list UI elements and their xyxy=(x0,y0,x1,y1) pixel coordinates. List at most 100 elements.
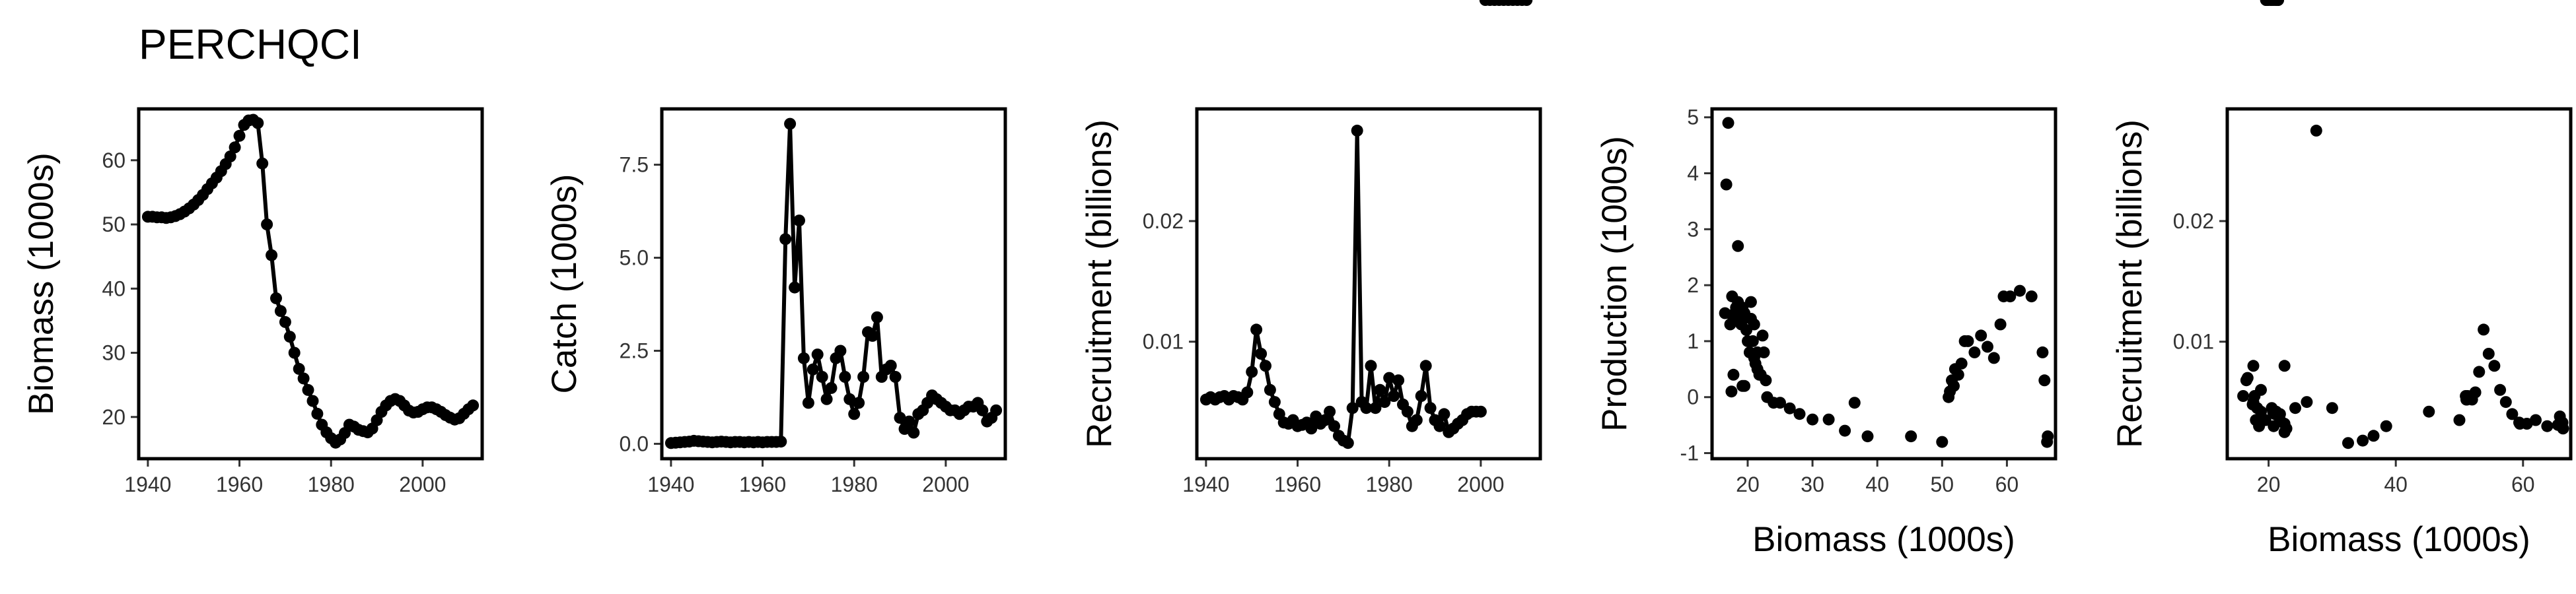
data-point xyxy=(1736,380,1749,392)
data-point xyxy=(775,436,787,448)
data-point xyxy=(2554,411,2566,422)
data-point xyxy=(306,395,319,407)
x-tick-label: 1980 xyxy=(831,473,878,496)
data-point xyxy=(1839,424,1851,437)
data-point xyxy=(1360,402,1373,414)
data-point xyxy=(2357,434,2369,447)
data-point xyxy=(820,393,833,405)
data-point xyxy=(1255,348,1268,360)
y-axis-title: Biomass (1000s) xyxy=(22,152,61,415)
data-point xyxy=(467,399,480,412)
data-point xyxy=(793,214,805,227)
data-point xyxy=(2380,420,2392,432)
y-tick-label: 60 xyxy=(102,148,125,172)
y-tick-label: 4 xyxy=(1687,162,1699,185)
x-tick-label: 1940 xyxy=(124,473,171,496)
y-tick-label: 0.02 xyxy=(2173,209,2214,233)
data-point xyxy=(1968,346,1981,358)
data-point xyxy=(802,397,814,409)
data-point xyxy=(274,305,287,317)
data-point xyxy=(2278,360,2291,372)
data-point xyxy=(1822,413,1835,426)
y-axis-title: Catch (1000s) xyxy=(545,174,584,394)
data-point xyxy=(816,371,828,383)
data-point xyxy=(2342,437,2354,449)
data-point xyxy=(806,363,819,376)
data-point xyxy=(2482,348,2495,360)
data-point xyxy=(908,426,920,439)
data-point xyxy=(1807,413,1819,426)
y-tick-label: 5.0 xyxy=(620,246,649,270)
y-tick-label: 50 xyxy=(102,213,125,236)
plot-frame xyxy=(1710,107,2057,461)
data-point xyxy=(1848,397,1861,409)
y-tick-label: 7.5 xyxy=(620,153,649,177)
data-point xyxy=(1346,402,1359,414)
data-point xyxy=(2237,390,2250,402)
y-tick-label: 40 xyxy=(102,277,125,300)
x-axis-title: Biomass (1000s) xyxy=(2268,520,2530,559)
y-axis-title: Recruitment (billions) xyxy=(1080,119,1119,448)
y-tick-label: 3 xyxy=(1687,217,1699,241)
plot-frame xyxy=(1195,107,1542,461)
data-point xyxy=(1962,335,1974,347)
plot-frame xyxy=(137,107,484,461)
x-tick-label: 1980 xyxy=(308,473,355,496)
x-tick-label: 20 xyxy=(1736,473,1760,496)
x-axis-title: Biomass (1000s) xyxy=(1752,520,2015,559)
data-point xyxy=(2488,360,2501,372)
data-point xyxy=(1268,396,1281,409)
panel-production: 20 30 40 50 60 -1 0 1 2 3 4 5 Production (1000s) Biom… xyxy=(1595,106,2057,559)
plot-frame xyxy=(660,107,1007,461)
data-point xyxy=(1250,323,1263,336)
data-point xyxy=(2423,405,2435,418)
data-point xyxy=(857,371,870,383)
data-point xyxy=(2250,414,2262,426)
data-point xyxy=(779,233,792,246)
data-point xyxy=(1474,405,1487,418)
data-point xyxy=(811,348,824,361)
x-tick-label: 1980 xyxy=(1366,473,1413,496)
data-point xyxy=(311,407,324,420)
data-point xyxy=(2301,396,2313,409)
data-point xyxy=(2042,430,2054,443)
data-point xyxy=(1727,368,1740,381)
data-point xyxy=(256,157,269,170)
data-point xyxy=(884,360,897,372)
data-point xyxy=(825,381,838,394)
data-point xyxy=(1987,352,2000,364)
data-point xyxy=(266,249,278,261)
data-point xyxy=(789,281,801,294)
data-point xyxy=(2514,418,2526,430)
panel-catch: 1940 1960 1980 2000 0.0 2.5 5.0 7.5 Catch (1000s… xyxy=(545,107,1007,496)
data-point xyxy=(288,346,301,359)
data-point xyxy=(2453,414,2466,426)
data-point xyxy=(2270,405,2283,418)
data-point xyxy=(1328,420,1340,432)
data-point xyxy=(2251,402,2264,414)
x-tick-label: 2000 xyxy=(399,473,446,496)
data-point xyxy=(1424,402,1437,414)
data-point xyxy=(1948,380,1960,392)
data-point xyxy=(1521,0,1533,6)
data-point xyxy=(1351,124,1363,137)
data-point xyxy=(1720,178,1733,191)
data-point xyxy=(1905,430,1917,443)
x-tick-label: 30 xyxy=(1801,473,1824,496)
data-point xyxy=(889,371,902,383)
y-tick-label: 0 xyxy=(1687,385,1699,409)
data-point xyxy=(270,292,282,304)
data-point xyxy=(834,345,847,357)
x-tick-label: 60 xyxy=(2511,473,2535,496)
x-tick-label: 1960 xyxy=(216,473,263,496)
y-tick-label: -1 xyxy=(1680,442,1699,465)
data-point xyxy=(894,412,906,424)
data-point xyxy=(1952,368,1964,381)
data-point xyxy=(2004,290,2017,303)
data-point xyxy=(871,311,883,323)
data-point xyxy=(2310,124,2322,137)
data-point xyxy=(843,393,856,405)
data-point xyxy=(2014,284,2026,297)
data-point xyxy=(2248,390,2261,402)
data-point xyxy=(2038,374,2051,387)
